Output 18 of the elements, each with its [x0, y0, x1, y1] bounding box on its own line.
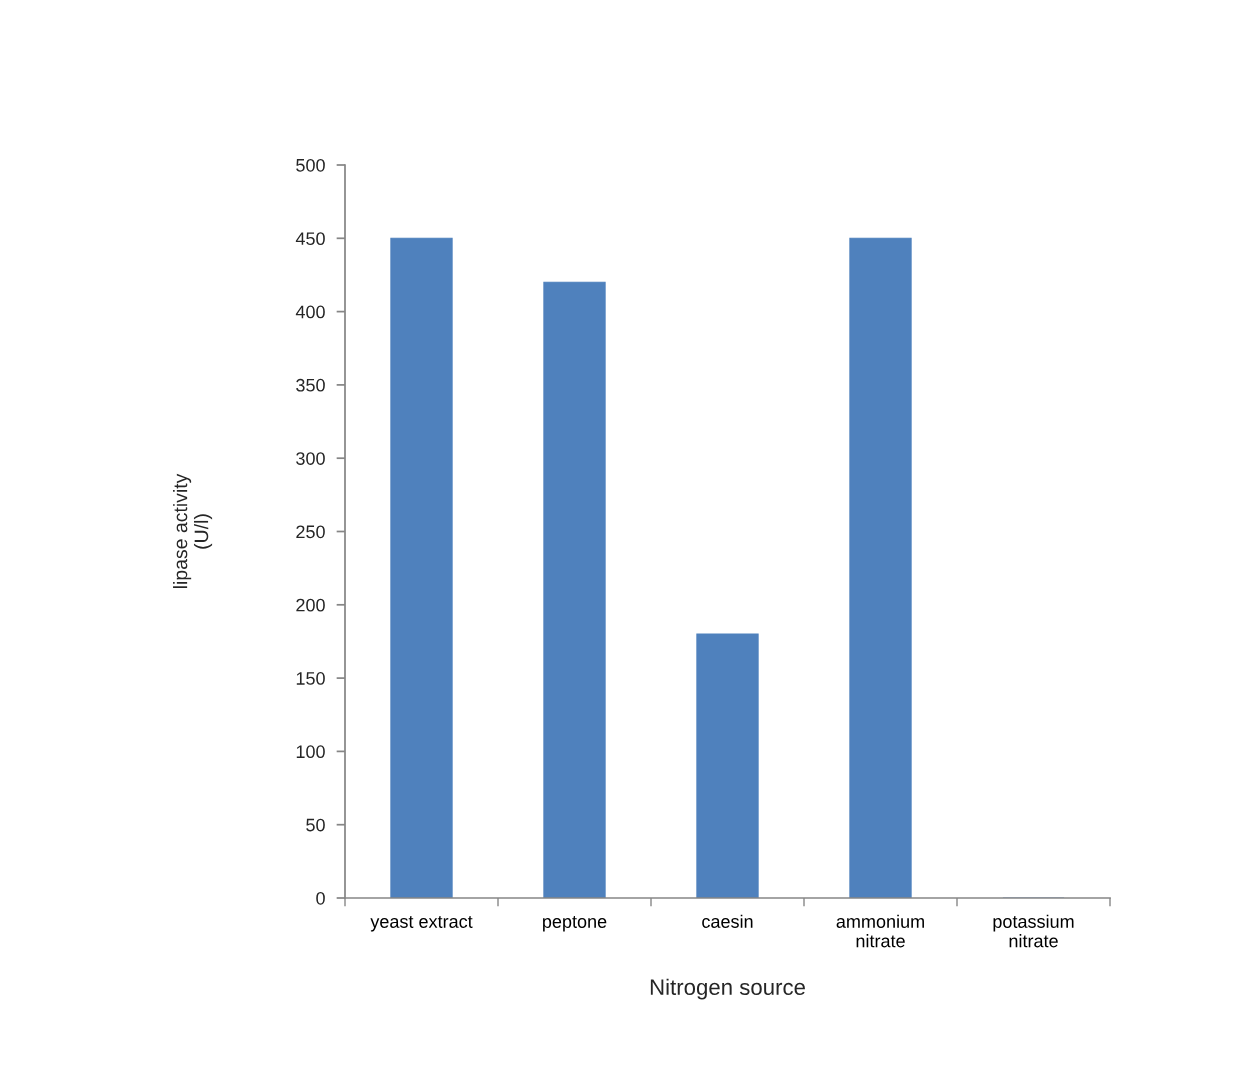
y-tick-label: 150 [296, 672, 325, 685]
y-axis-title: lipase activity (U/l) [173, 473, 213, 588]
x-tick-label: caesin [702, 914, 753, 928]
x-axis-title: Nitrogen source [650, 978, 805, 1000]
x-tick-label: yeast extract [370, 916, 473, 932]
x-tick-label: peptone [543, 916, 607, 932]
x-tick-label: potassium nitrate [993, 914, 1074, 948]
y-tick-label: 450 [295, 232, 325, 246]
y-tick-label: 250 [296, 525, 325, 539]
y-tick-label: 350 [296, 378, 325, 392]
y-tick-label: 400 [295, 305, 325, 319]
y-tick-label: 200 [296, 598, 325, 612]
y-tick-label: 50 [306, 818, 325, 832]
y-tick-label: 100 [296, 745, 325, 759]
x-tick-label: ammonium nitrate [836, 914, 924, 948]
y-tick-label: 300 [296, 452, 325, 465]
y-tick-label: 0 [316, 891, 325, 905]
y-tick-label: 500 [296, 158, 325, 172]
